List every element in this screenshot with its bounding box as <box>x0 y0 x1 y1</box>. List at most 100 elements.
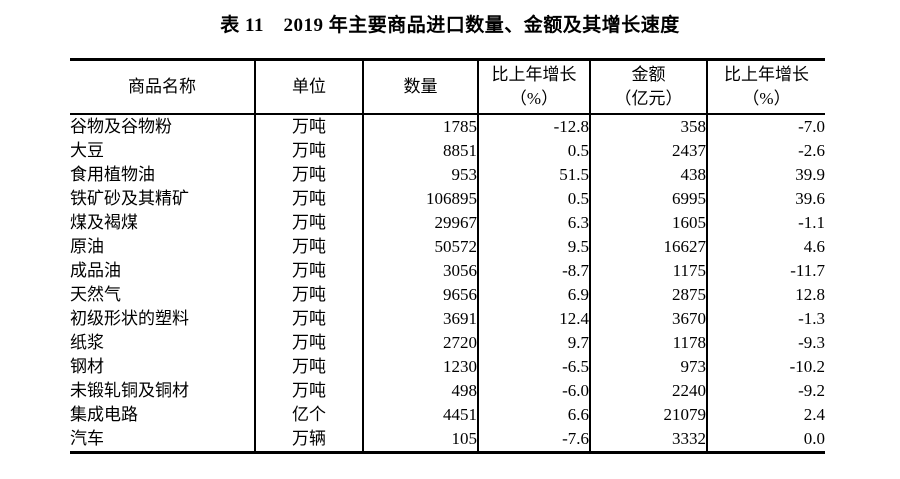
cell-quantity-growth: 6.3 <box>477 210 590 235</box>
cell-commodity: 大豆 <box>70 140 104 160</box>
cell-quantity-growth: 51.5 <box>477 162 590 187</box>
table-row: 铁矿砂及其精矿 万吨 106895 0.5 6995 39.6 <box>70 186 825 211</box>
cell-commodity: 钢材 <box>70 356 104 376</box>
cell-quantity: 50572 <box>362 234 478 259</box>
cell-quantity-growth: 12.4 <box>477 306 590 331</box>
cell-amount: 2437 <box>589 138 707 163</box>
cell-amount-growth: -10.2 <box>706 354 825 379</box>
table-row: 纸浆 万吨 2720 9.7 1178 -9.3 <box>70 330 825 355</box>
cell-amount: 1178 <box>589 330 707 355</box>
table-row: 成品油 万吨 3056 -8.7 1175 -11.7 <box>70 258 825 283</box>
cell-unit: 万吨 <box>254 186 363 211</box>
cell-quantity-growth: 9.5 <box>477 234 590 259</box>
table-row: 天然气 万吨 9656 6.9 2875 12.8 <box>70 282 825 307</box>
table-row: 食用植物油 万吨 953 51.5 438 39.9 <box>70 162 825 187</box>
table-row: 钢材 万吨 1230 -6.5 973 -10.2 <box>70 354 825 379</box>
cell-amount-growth: 39.6 <box>706 186 825 211</box>
cell-amount-growth: 4.6 <box>706 234 825 259</box>
cell-quantity: 3056 <box>362 258 478 283</box>
header-amount-growth: 比上年增长 （%） <box>706 59 825 115</box>
cell-amount-growth: 39.9 <box>706 162 825 187</box>
cell-amount-growth: -2.6 <box>706 138 825 163</box>
header-unit: 单位 <box>254 59 363 115</box>
cell-amount-growth: 0.0 <box>706 426 825 452</box>
table-row: 大豆 万吨 8851 0.5 2437 -2.6 <box>70 138 825 163</box>
cell-quantity: 1230 <box>362 354 478 379</box>
cell-amount-growth: -1.1 <box>706 210 825 235</box>
cell-quantity-growth: 6.9 <box>477 282 590 307</box>
header-row: 商品名称 单位 数量 比上年增长 （%） 金额 （亿元） 比上年增长 （%） <box>70 59 825 115</box>
table-row: 集成电路 亿个 4451 6.6 21079 2.4 <box>70 402 825 427</box>
cell-commodity: 未锻轧铜及铜材 <box>70 380 189 400</box>
cell-quantity-growth: -8.7 <box>477 258 590 283</box>
table-body: 谷物及谷物粉 万吨 1785 -12.8 358 -7.0 大豆 万吨 8851… <box>70 113 825 452</box>
cell-commodity: 谷物及谷物粉 <box>70 116 172 136</box>
cell-quantity-growth: 0.5 <box>477 138 590 163</box>
import-commodities-table: 商品名称 单位 数量 比上年增长 （%） 金额 （亿元） 比上年增长 （%） 谷… <box>70 58 825 454</box>
cell-quantity-growth: -6.5 <box>477 354 590 379</box>
cell-unit: 万吨 <box>254 306 363 331</box>
cell-amount: 2240 <box>589 378 707 403</box>
cell-unit: 万吨 <box>254 210 363 235</box>
cell-amount: 3332 <box>589 426 707 452</box>
cell-amount-growth: -11.7 <box>706 258 825 283</box>
cell-amount-growth: -9.3 <box>706 330 825 355</box>
cell-quantity-growth: -12.8 <box>477 113 590 139</box>
table-row: 煤及褐煤 万吨 29967 6.3 1605 -1.1 <box>70 210 825 235</box>
cell-quantity: 9656 <box>362 282 478 307</box>
cell-amount: 438 <box>589 162 707 187</box>
cell-quantity: 8851 <box>362 138 478 163</box>
cell-amount: 6995 <box>589 186 707 211</box>
header-quantity-growth: 比上年增长 （%） <box>477 59 590 115</box>
cell-unit: 万吨 <box>254 113 363 139</box>
table-header: 商品名称 单位 数量 比上年增长 （%） 金额 （亿元） 比上年增长 （%） <box>70 59 825 115</box>
cell-commodity: 成品油 <box>70 260 121 280</box>
cell-unit: 万吨 <box>254 258 363 283</box>
cell-unit: 万吨 <box>254 378 363 403</box>
cell-amount-growth: 2.4 <box>706 402 825 427</box>
cell-quantity: 1785 <box>362 113 478 139</box>
table-row: 未锻轧铜及铜材 万吨 498 -6.0 2240 -9.2 <box>70 378 825 403</box>
cell-amount: 973 <box>589 354 707 379</box>
header-commodity-name: 商品名称 <box>70 59 255 115</box>
cell-commodity: 原油 <box>70 236 104 256</box>
cell-amount: 1605 <box>589 210 707 235</box>
cell-quantity: 29967 <box>362 210 478 235</box>
cell-quantity-growth: 0.5 <box>477 186 590 211</box>
cell-commodity: 纸浆 <box>70 332 104 352</box>
cell-quantity: 3691 <box>362 306 478 331</box>
cell-commodity: 煤及褐煤 <box>70 212 138 232</box>
cell-commodity: 铁矿砂及其精矿 <box>70 188 189 208</box>
header-quantity: 数量 <box>362 59 478 115</box>
cell-commodity: 天然气 <box>70 284 121 304</box>
cell-quantity: 2720 <box>362 330 478 355</box>
cell-amount: 1175 <box>589 258 707 283</box>
cell-unit: 万吨 <box>254 138 363 163</box>
cell-amount-growth: -7.0 <box>706 113 825 139</box>
cell-quantity: 953 <box>362 162 478 187</box>
cell-amount: 358 <box>589 113 707 139</box>
cell-quantity-growth: 6.6 <box>477 402 590 427</box>
cell-commodity: 初级形状的塑料 <box>70 308 189 328</box>
cell-quantity-growth: -6.0 <box>477 378 590 403</box>
cell-quantity-growth: 9.7 <box>477 330 590 355</box>
cell-amount: 2875 <box>589 282 707 307</box>
cell-commodity: 食用植物油 <box>70 164 155 184</box>
cell-unit: 万吨 <box>254 234 363 259</box>
cell-amount: 21079 <box>589 402 707 427</box>
table-title: 表 11 2019 年主要商品进口数量、金额及其增长速度 <box>220 15 680 36</box>
cell-unit: 万吨 <box>254 282 363 307</box>
cell-quantity: 106895 <box>362 186 478 211</box>
cell-unit: 万吨 <box>254 354 363 379</box>
table-row: 初级形状的塑料 万吨 3691 12.4 3670 -1.3 <box>70 306 825 331</box>
cell-quantity: 498 <box>362 378 478 403</box>
cell-unit: 万吨 <box>254 330 363 355</box>
cell-amount: 16627 <box>589 234 707 259</box>
cell-amount-growth: -1.3 <box>706 306 825 331</box>
cell-unit: 万辆 <box>254 426 363 452</box>
cell-quantity: 4451 <box>362 402 478 427</box>
cell-commodity: 汽车 <box>70 428 104 448</box>
cell-quantity-growth: -7.6 <box>477 426 590 452</box>
cell-unit: 万吨 <box>254 162 363 187</box>
header-amount: 金额 （亿元） <box>589 59 707 115</box>
